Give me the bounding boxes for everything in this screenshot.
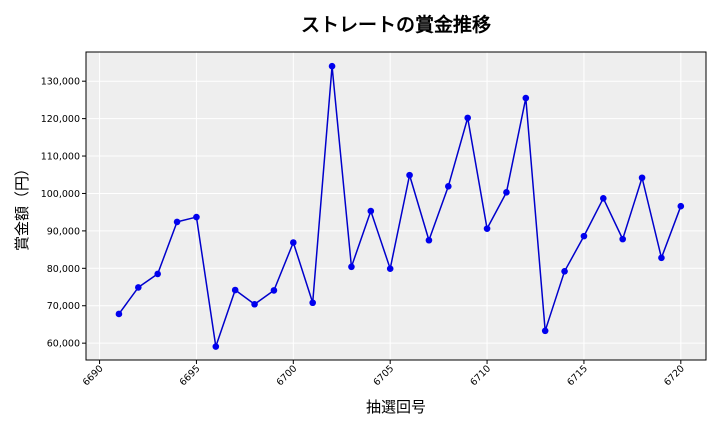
data-point [309,299,316,307]
data-point [425,236,433,244]
data-point [600,195,607,202]
data-point [386,265,394,272]
data-point [503,189,510,196]
data-point [328,62,336,70]
data-point [522,94,530,102]
data-point [348,263,355,271]
data-point [231,286,239,294]
data-point [406,171,413,179]
data-point [251,300,258,308]
data-point [367,207,375,215]
data-point [677,202,685,210]
data-point [580,232,588,240]
data-point [212,343,220,350]
plot-frame [85,51,707,361]
data-point [290,239,297,246]
y-tick-label: 70,000 [47,301,80,312]
data-point [561,268,568,275]
x-axis-label: 抽選回号 [366,398,426,416]
data-point [658,254,665,262]
y-tick-label: 120,000 [41,114,80,125]
y-tick-label: 130,000 [41,77,80,88]
series-group [115,62,685,350]
data-point [135,284,142,291]
data-point [270,287,278,294]
y-axis-label: 賞金額（円） [13,161,31,251]
data-point [154,270,161,278]
data-point [173,218,181,226]
data-point [193,213,200,221]
y-tick-label: 90,000 [47,226,80,237]
data-point [619,235,626,243]
series-line [118,65,682,348]
y-tick-label: 100,000 [41,189,80,200]
plot-area [86,52,706,360]
y-tick-label: 60,000 [47,339,80,350]
y-tick-label: 80,000 [47,264,80,275]
data-point [445,183,452,190]
y-tick-label: 110,000 [41,152,80,163]
data-point [115,310,123,318]
data-point [638,174,646,182]
data-point [483,225,491,232]
chart-title: ストレートの賞金推移 [301,13,491,36]
data-point [541,327,549,335]
data-point [464,114,471,122]
